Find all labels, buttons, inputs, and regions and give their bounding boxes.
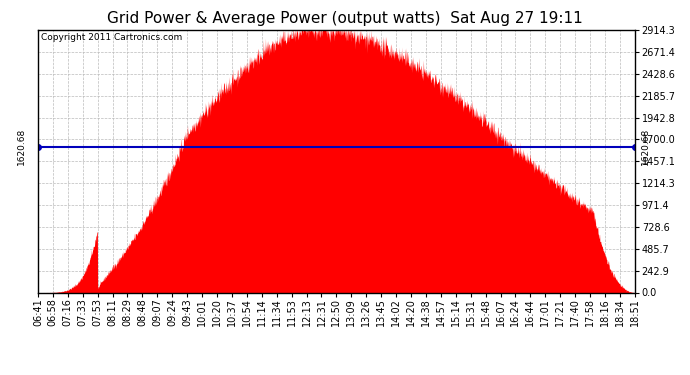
Text: 1620.68: 1620.68 — [17, 128, 26, 165]
Text: 1620.68: 1620.68 — [641, 128, 650, 165]
Text: Grid Power & Average Power (output watts)  Sat Aug 27 19:11: Grid Power & Average Power (output watts… — [107, 11, 583, 26]
Text: Copyright 2011 Cartronics.com: Copyright 2011 Cartronics.com — [41, 33, 182, 42]
